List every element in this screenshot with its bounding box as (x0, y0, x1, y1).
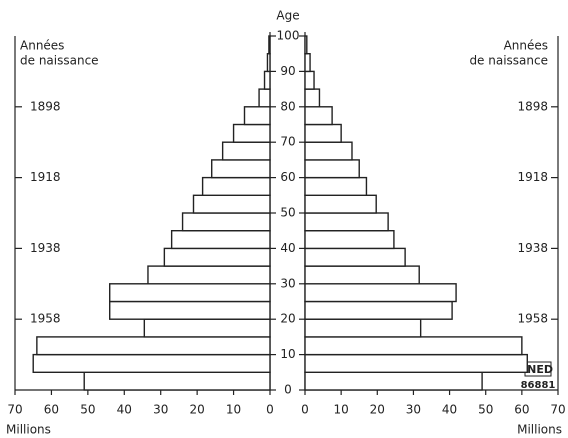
x-tick-label: 40 (117, 403, 132, 417)
bar (147, 265, 271, 285)
birth-year-label: 1898 (517, 99, 548, 113)
birth-year-label: 1938 (30, 241, 61, 255)
bar (304, 88, 321, 108)
bar (221, 141, 271, 161)
bar (304, 123, 342, 143)
bar (304, 159, 360, 179)
x-tick-label: 50 (80, 403, 95, 417)
bar (232, 123, 271, 143)
y-tick-label: 50 (280, 206, 295, 220)
bar (304, 283, 457, 303)
y-axis-title: Age (276, 9, 299, 23)
birth-year-label: 1958 (30, 312, 61, 326)
birth-year-label: 1918 (517, 170, 548, 184)
birth-year-title: de naissance (469, 54, 548, 68)
bar (243, 106, 271, 126)
x-tick-label: 0 (301, 403, 309, 417)
bar (304, 353, 528, 374)
x-tick-label: 10 (334, 403, 349, 417)
bar (109, 300, 271, 320)
x-tick-label: 10 (226, 403, 241, 417)
y-tick-label: 60 (280, 170, 295, 184)
birth-year-title: Années (20, 39, 64, 53)
bar (192, 194, 271, 214)
y-tick-label: 20 (280, 312, 295, 326)
y-tick-label: 100 (277, 29, 300, 43)
bar (83, 371, 271, 391)
bar (263, 70, 271, 90)
x-tick-label: 30 (153, 403, 168, 417)
bar (258, 88, 271, 108)
bar (181, 212, 271, 232)
x-tick-label: 70 (550, 403, 565, 417)
x-tick-label: 40 (442, 403, 457, 417)
bar (201, 176, 271, 197)
bar (211, 159, 271, 179)
bar (304, 141, 353, 161)
x-tick-label: 60 (44, 403, 59, 417)
y-tick-label: 90 (280, 64, 295, 78)
birth-year-title: Années (504, 39, 548, 53)
bar (36, 336, 271, 356)
y-tick-label: 0 (284, 383, 292, 397)
bar (109, 283, 271, 303)
y-tick-label: 10 (280, 347, 295, 361)
bar (268, 35, 271, 55)
y-tick-label: 70 (280, 135, 295, 149)
bar (304, 176, 368, 197)
bar (304, 318, 422, 338)
x-tick-label: 50 (478, 403, 493, 417)
x-tick-label: 30 (406, 403, 421, 417)
bar (304, 212, 389, 232)
x-axis-title: Millions (6, 423, 51, 437)
bar (304, 53, 311, 73)
birth-year-label: 1898 (30, 99, 61, 113)
x-tick-label: 20 (370, 403, 385, 417)
x-tick-label: 0 (266, 403, 274, 417)
y-tick-label: 30 (280, 276, 295, 290)
bar (304, 194, 377, 214)
y-tick-label: 80 (280, 99, 295, 113)
y-tick-label: 40 (280, 241, 295, 255)
bar (304, 106, 333, 126)
bar (32, 353, 271, 374)
bar (304, 371, 483, 391)
bar (143, 318, 271, 338)
bar (170, 229, 271, 250)
bar (163, 247, 271, 267)
stamp: 86881 (521, 380, 556, 391)
bar (304, 229, 395, 250)
birth-year-label: 1938 (517, 241, 548, 255)
bar (304, 300, 453, 320)
x-tick-label: 20 (190, 403, 205, 417)
bar (304, 70, 315, 90)
bar (304, 35, 308, 55)
x-axis-title: Millions (517, 423, 562, 437)
bar (304, 265, 420, 285)
birth-year-label: 1958 (517, 312, 548, 326)
bar (266, 53, 271, 73)
bar (304, 336, 523, 356)
bar (304, 247, 406, 267)
x-tick-label: 70 (7, 403, 22, 417)
stamp: INED (523, 363, 553, 376)
birth-year-title: de naissance (20, 54, 99, 68)
x-tick-label: 60 (514, 403, 529, 417)
birth-year-label: 1918 (30, 170, 61, 184)
